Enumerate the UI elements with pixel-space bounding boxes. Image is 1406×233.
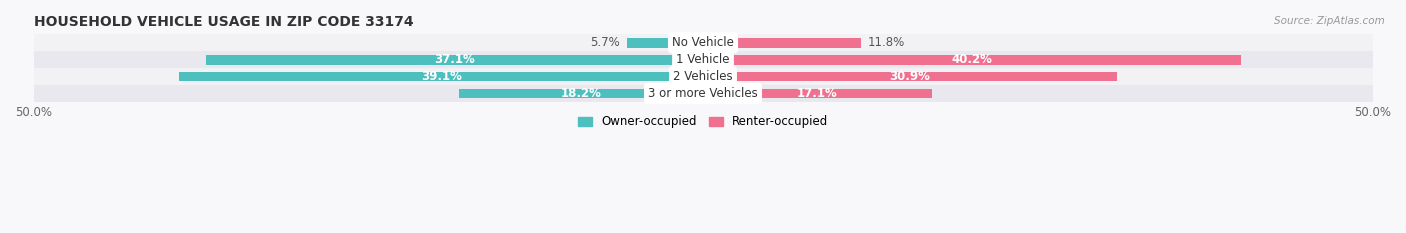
Text: 30.9%: 30.9%: [890, 70, 931, 83]
Text: 37.1%: 37.1%: [434, 53, 475, 66]
Bar: [703, 38, 860, 48]
Text: 11.8%: 11.8%: [868, 36, 905, 49]
Text: 2 Vehicles: 2 Vehicles: [673, 70, 733, 83]
Bar: [627, 38, 703, 48]
Text: 40.2%: 40.2%: [952, 53, 993, 66]
Bar: [703, 72, 1116, 82]
Bar: [34, 85, 1372, 102]
Bar: [703, 55, 1241, 65]
Text: 1 Vehicle: 1 Vehicle: [676, 53, 730, 66]
Bar: [703, 89, 932, 98]
Bar: [180, 72, 703, 82]
Bar: [34, 34, 1372, 51]
Legend: Owner-occupied, Renter-occupied: Owner-occupied, Renter-occupied: [572, 111, 834, 133]
Bar: [34, 68, 1372, 85]
Text: 17.1%: 17.1%: [797, 87, 838, 100]
Bar: [34, 51, 1372, 68]
Text: Source: ZipAtlas.com: Source: ZipAtlas.com: [1274, 16, 1385, 26]
Bar: [207, 55, 703, 65]
Text: 5.7%: 5.7%: [591, 36, 620, 49]
Text: 3 or more Vehicles: 3 or more Vehicles: [648, 87, 758, 100]
Text: 39.1%: 39.1%: [420, 70, 461, 83]
Bar: [460, 89, 703, 98]
Text: HOUSEHOLD VEHICLE USAGE IN ZIP CODE 33174: HOUSEHOLD VEHICLE USAGE IN ZIP CODE 3317…: [34, 15, 413, 29]
Text: No Vehicle: No Vehicle: [672, 36, 734, 49]
Text: 18.2%: 18.2%: [561, 87, 602, 100]
